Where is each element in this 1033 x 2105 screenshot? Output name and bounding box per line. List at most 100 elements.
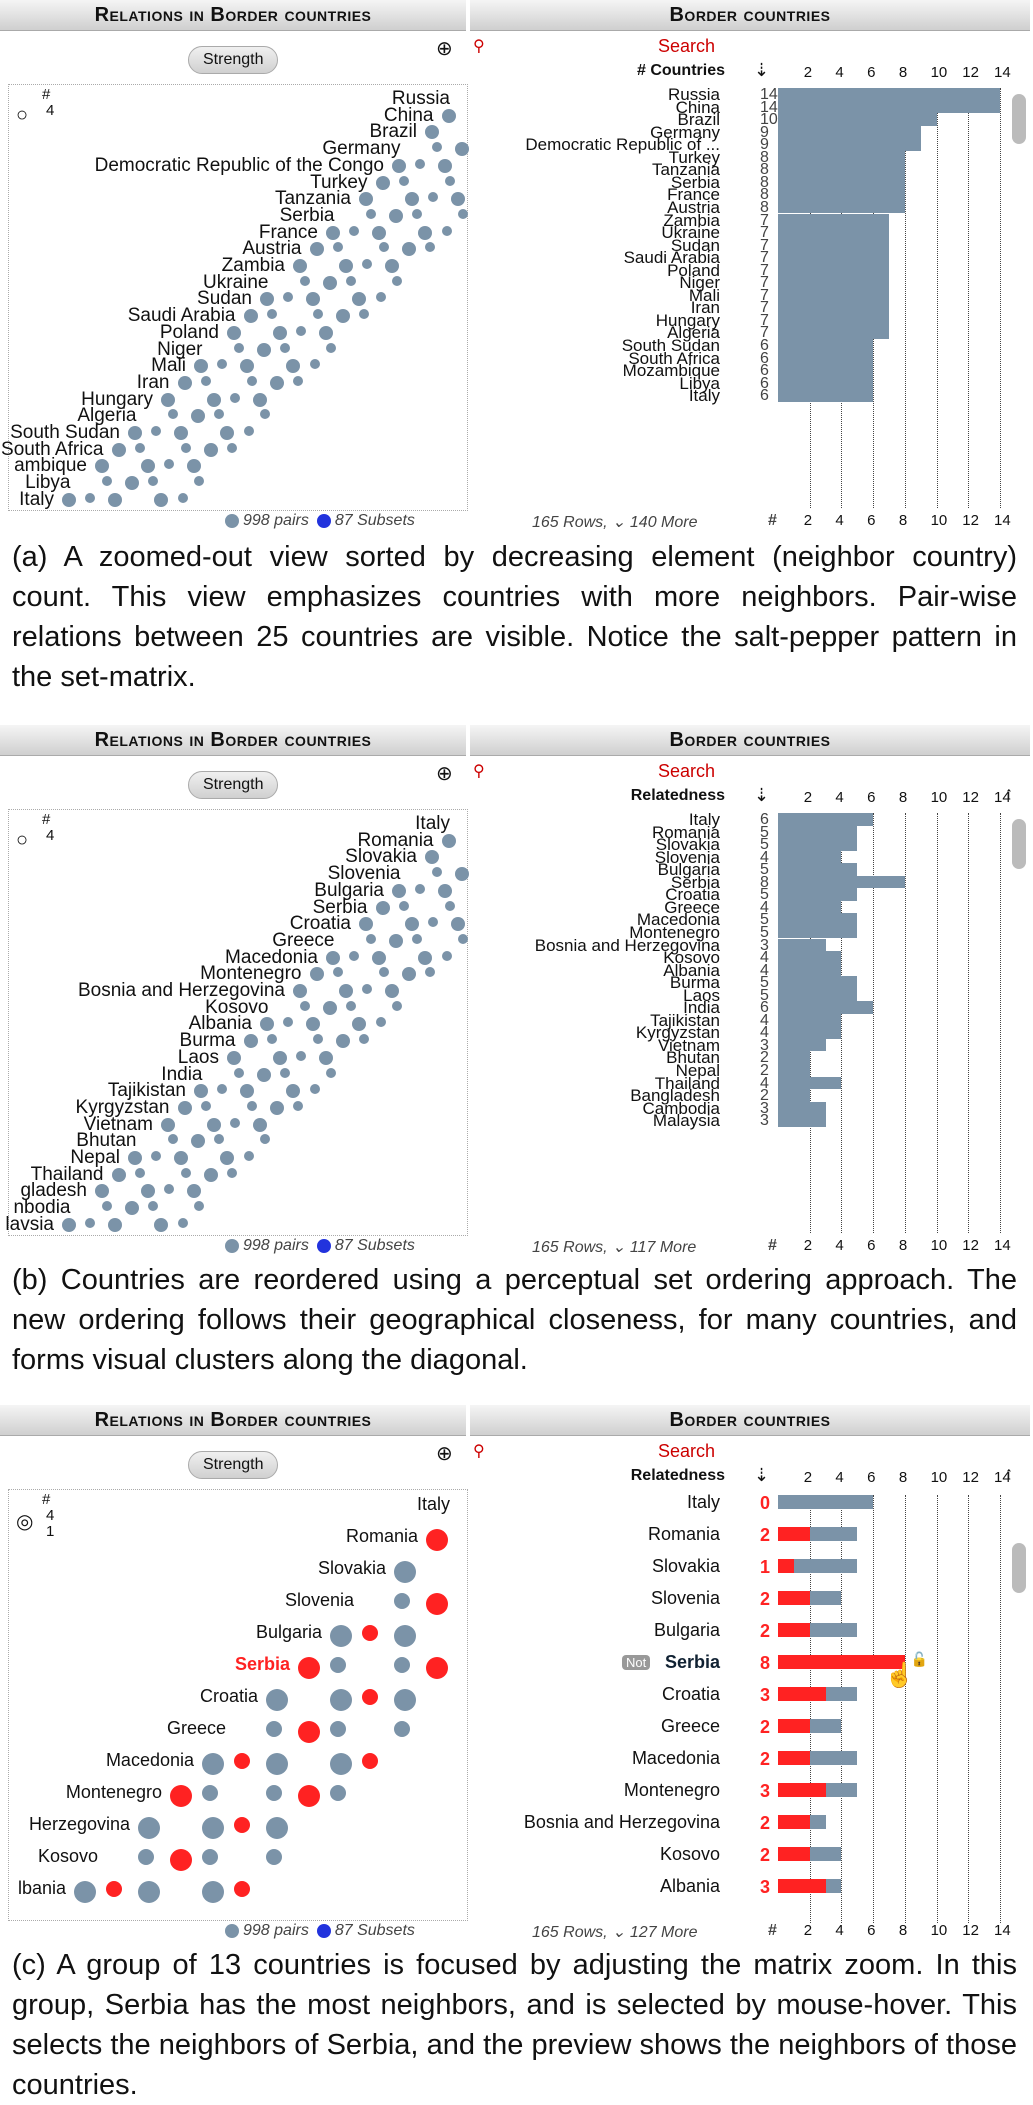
matrix-cell-dot[interactable] — [352, 292, 367, 307]
list-row-label[interactable]: Austria — [667, 197, 720, 217]
matrix-cell-dot[interactable] — [394, 1721, 410, 1737]
matrix-cell-dot[interactable] — [85, 492, 96, 503]
zoom-icon[interactable]: ⊕ — [436, 763, 453, 785]
matrix-cell-dot[interactable] — [234, 1817, 250, 1833]
matrix-cell-dot[interactable] — [161, 1117, 175, 1132]
list-row-label[interactable]: Brazil — [677, 110, 720, 130]
matrix-cell-dot[interactable] — [194, 1084, 208, 1099]
row-bar[interactable] — [778, 1038, 826, 1052]
list-row-label[interactable]: Greece — [660, 1716, 720, 1736]
row-bar[interactable] — [778, 226, 889, 239]
matrix-cell-dot[interactable] — [426, 1529, 448, 1551]
list-row-label[interactable]: Albania — [663, 960, 720, 980]
matrix-cell-dot[interactable] — [194, 1201, 204, 1212]
matrix-row-label[interactable]: Bhutan — [76, 1130, 137, 1152]
matrix-cell-dot[interactable] — [207, 392, 222, 407]
row-bar-selected[interactable] — [778, 1655, 905, 1669]
matrix-cell-dot[interactable] — [177, 1217, 188, 1228]
row-bar[interactable] — [778, 339, 874, 352]
matrix-row-label[interactable]: Iran — [136, 371, 170, 393]
list-row-label[interactable]: Democratic Republic of ... — [525, 135, 720, 155]
zoom-icon[interactable]: ⊕ — [436, 1443, 453, 1465]
matrix-cell-dot[interactable] — [177, 1100, 192, 1115]
list-row-label[interactable]: Serbia — [670, 172, 720, 192]
list-scrollbar[interactable] — [1012, 94, 1026, 144]
matrix-cell-dot[interactable] — [425, 242, 435, 253]
row-bar-selected[interactable] — [778, 1783, 826, 1797]
matrix-cell-dot[interactable] — [362, 1753, 378, 1769]
matrix-row-label[interactable]: Montenegro — [65, 1782, 162, 1802]
matrix-cell-dot[interactable] — [279, 1067, 290, 1078]
list-row-label[interactable]: Tajikistan — [650, 1010, 720, 1030]
matrix-cell-dot[interactable] — [253, 1117, 268, 1132]
row-bar-selected[interactable] — [778, 1687, 826, 1701]
matrix-row-label[interactable]: Bulgaria — [255, 1622, 322, 1642]
matrix-cell-dot[interactable] — [106, 1881, 122, 1897]
lock-icon[interactable]: 🔓 — [910, 1651, 929, 1667]
matrix-row-label[interactable]: lbania — [17, 1878, 66, 1898]
row-bar[interactable] — [778, 1089, 810, 1102]
list-row-label[interactable]: Romania — [651, 822, 720, 842]
matrix-row-label[interactable]: Italy — [416, 1494, 450, 1514]
matrix-row-label[interactable]: Algeria — [77, 405, 137, 427]
matrix-cell-dot[interactable] — [330, 1689, 352, 1711]
matrix-row-label[interactable]: South Sudan — [10, 422, 120, 443]
matrix-cell-dot[interactable] — [451, 192, 466, 207]
list-row-label[interactable]: China — [675, 97, 720, 117]
matrix-cell-dot[interactable] — [167, 409, 178, 420]
list-row-label[interactable]: Germany — [650, 122, 720, 142]
list-row-label[interactable]: Montenegro — [623, 1780, 720, 1800]
matrix-cell-dot[interactable] — [260, 409, 270, 420]
matrix-cell-dot[interactable] — [441, 833, 456, 848]
matrix-cell-dot[interactable] — [170, 1785, 192, 1807]
matrix-cell-dot[interactable] — [405, 192, 420, 207]
list-row-label[interactable]: Turkey — [668, 147, 720, 167]
list-row-label[interactable]: Slovakia — [655, 835, 720, 855]
matrix-cell-dot[interactable] — [233, 342, 244, 353]
matrix-row-label[interactable]: Serbia — [279, 204, 335, 226]
matrix-cell-dot[interactable] — [269, 1100, 284, 1115]
matrix-cell-dot[interactable] — [147, 476, 158, 487]
matrix-cell-dot[interactable] — [299, 1000, 310, 1011]
list-row-label[interactable]: Croatia — [661, 1684, 720, 1704]
list-row-label[interactable]: Slovakia — [651, 1556, 720, 1576]
matrix-cell-dot[interactable] — [62, 492, 76, 507]
matrix-row-label[interactable]: Slovakia — [317, 1558, 386, 1578]
matrix-cell-dot[interactable] — [372, 950, 387, 965]
list-row-label[interactable]: Mali — [688, 285, 720, 305]
search-input[interactable]: Search — [658, 36, 716, 56]
list-footer[interactable]: 165 Rows, ⌄ 127 More — [532, 1924, 698, 1941]
list-row-label[interactable]: Macedonia — [636, 910, 720, 930]
matrix-row-label[interactable]: Romania — [345, 1526, 418, 1546]
matrix-cell-dot[interactable] — [392, 883, 406, 898]
matrix-cell-dot[interactable] — [154, 1217, 169, 1232]
row-bar[interactable] — [778, 351, 874, 365]
matrix-cell-dot[interactable] — [365, 933, 376, 944]
matrix-cell-dot[interactable] — [202, 1817, 224, 1839]
matrix-cell-dot[interactable] — [161, 392, 175, 407]
list-row-label[interactable]: Thailand — [654, 1073, 720, 1093]
list-row-label[interactable]: Kyrgyzstan — [635, 1023, 720, 1043]
list-row-label[interactable]: Serbia — [670, 872, 720, 892]
matrix-cell-dot[interactable] — [283, 292, 294, 303]
row-bar[interactable] — [778, 163, 905, 176]
matrix-cell-dot[interactable] — [415, 158, 426, 169]
matrix-cell-dot[interactable] — [426, 1593, 448, 1615]
matrix-cell-dot[interactable] — [362, 1625, 378, 1641]
matrix-cell-dot[interactable] — [296, 1050, 307, 1061]
matrix-cell-dot[interactable] — [441, 225, 452, 236]
list-row-label[interactable]: Iran — [690, 298, 720, 318]
matrix-row-label[interactable]: nbodia — [13, 1197, 71, 1219]
matrix-cell-dot[interactable] — [111, 442, 126, 457]
matrix-cell-dot[interactable] — [444, 900, 455, 911]
matrix-cell-dot[interactable] — [266, 1753, 288, 1775]
matrix-cell-dot[interactable] — [411, 208, 422, 219]
strength-button[interactable]: Strength — [188, 46, 279, 74]
matrix-cell-dot[interactable] — [398, 175, 409, 186]
row-bar[interactable] — [778, 313, 889, 327]
matrix-cell-dot[interactable] — [190, 409, 205, 424]
matrix-cell-dot[interactable] — [128, 1151, 142, 1165]
matrix-cell-dot[interactable] — [85, 1217, 96, 1228]
matrix-cell-dot[interactable] — [372, 225, 387, 240]
matrix-cell-dot[interactable] — [309, 1084, 320, 1095]
